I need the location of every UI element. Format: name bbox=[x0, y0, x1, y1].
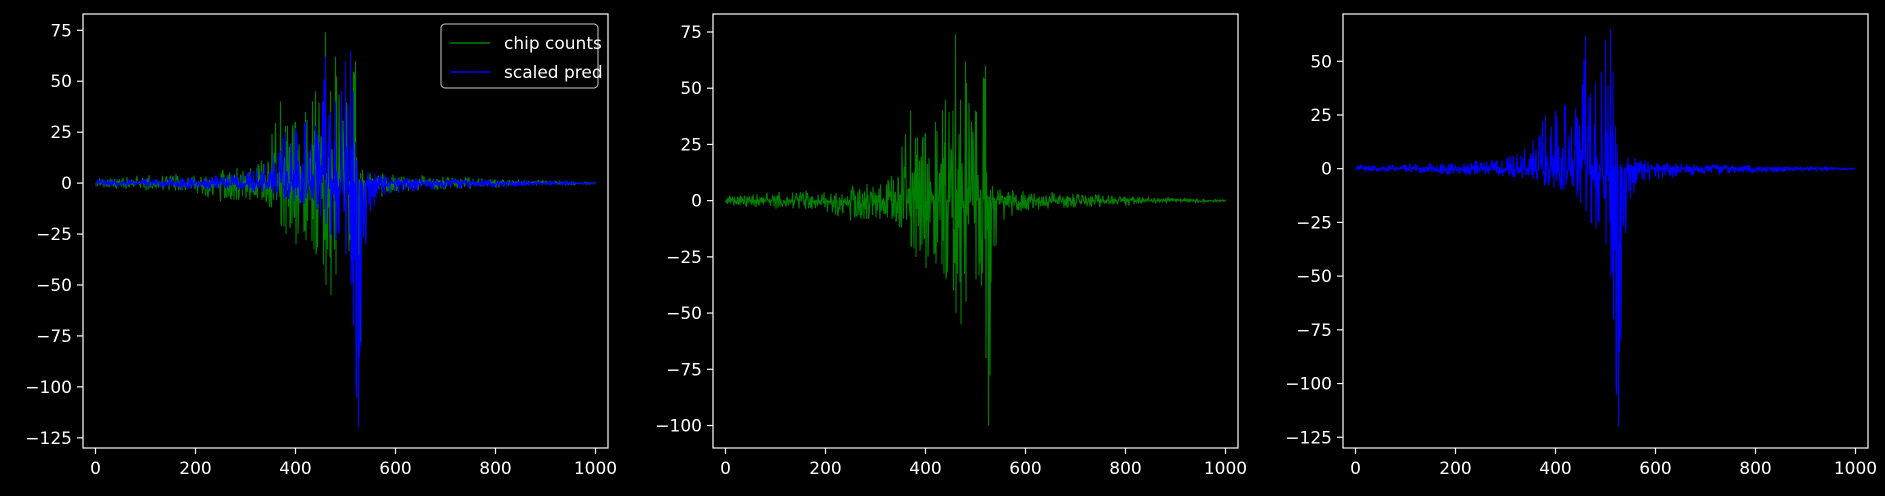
y-tick-label: 0 bbox=[691, 192, 702, 212]
x-tick-label: 0 bbox=[90, 459, 101, 479]
axes-frame bbox=[1342, 13, 1869, 449]
x-tick-label: 800 bbox=[479, 459, 511, 479]
y-tick-label: 0 bbox=[1321, 160, 1332, 180]
x-tick-label: 800 bbox=[1109, 459, 1141, 479]
x-tick-label: 400 bbox=[1539, 459, 1571, 479]
y-tick-label: −75 bbox=[666, 360, 702, 380]
legend-label: chip counts bbox=[504, 34, 602, 54]
series-line-scaled-pred bbox=[95, 50, 596, 428]
x-tick-label: 400 bbox=[279, 459, 311, 479]
y-tick-label: −50 bbox=[36, 276, 72, 296]
series-line-chip-counts bbox=[724, 34, 1227, 426]
x-tick-label: 400 bbox=[909, 459, 941, 479]
y-tick-label: −25 bbox=[666, 248, 702, 268]
x-tick-label: 0 bbox=[720, 459, 731, 479]
y-tick-label: −100 bbox=[1285, 375, 1332, 395]
x-tick-label: 1000 bbox=[1204, 459, 1247, 479]
y-tick-label: −25 bbox=[36, 225, 72, 245]
x-tick-label: 600 bbox=[1009, 459, 1041, 479]
y-tick-label: 50 bbox=[680, 79, 702, 99]
x-tick-label: 800 bbox=[1739, 459, 1771, 479]
x-tick-label: 200 bbox=[1439, 459, 1471, 479]
y-tick-label: 25 bbox=[1310, 106, 1332, 126]
x-tick-label: 1000 bbox=[574, 459, 617, 479]
x-tick-label: 200 bbox=[809, 459, 841, 479]
y-tick-label: −50 bbox=[1296, 267, 1332, 287]
x-tick-label: 0 bbox=[1350, 459, 1361, 479]
series-line-scaled-pred bbox=[1354, 29, 1856, 427]
y-tick-label: 75 bbox=[50, 21, 72, 41]
y-tick-label: −75 bbox=[1296, 321, 1332, 341]
chart-panel-3: 0 200 400 600 800 1000 50 25 0 −25 −50 −75 −100 −125 bbox=[1285, 13, 1877, 479]
y-tick-label: −50 bbox=[666, 304, 702, 324]
x-tick-label: 600 bbox=[1639, 459, 1671, 479]
x-tick-label: 1000 bbox=[1834, 459, 1877, 479]
y-tick-label: −25 bbox=[1296, 213, 1332, 233]
legend: chip counts scaled pred bbox=[440, 23, 603, 89]
y-tick-label: 50 bbox=[1310, 52, 1332, 72]
chart-panel-2: 0 200 400 600 800 1000 75 50 25 0 −25 −50 −75 −100 bbox=[655, 13, 1247, 479]
y-tick-label: −100 bbox=[655, 417, 702, 437]
x-tick-label: 200 bbox=[179, 459, 211, 479]
legend-label: scaled pred bbox=[504, 63, 603, 83]
y-tick-label: 0 bbox=[61, 174, 72, 194]
y-tick-label: −125 bbox=[25, 429, 72, 449]
x-tick-label: 600 bbox=[379, 459, 411, 479]
y-tick-label: −100 bbox=[25, 378, 72, 398]
y-tick-label: 25 bbox=[680, 135, 702, 155]
axes-frame bbox=[82, 13, 609, 449]
y-tick-label: 50 bbox=[50, 72, 72, 92]
y-tick-label: −75 bbox=[36, 327, 72, 347]
y-tick-label: −125 bbox=[1285, 428, 1332, 448]
y-tick-label: 75 bbox=[680, 23, 702, 43]
axes-frame bbox=[712, 13, 1239, 449]
chart-panel-1: 0 200 400 600 800 1000 75 50 25 0 −25 −50 −75 −100 −12… bbox=[25, 13, 617, 479]
y-tick-label: 25 bbox=[50, 123, 72, 143]
